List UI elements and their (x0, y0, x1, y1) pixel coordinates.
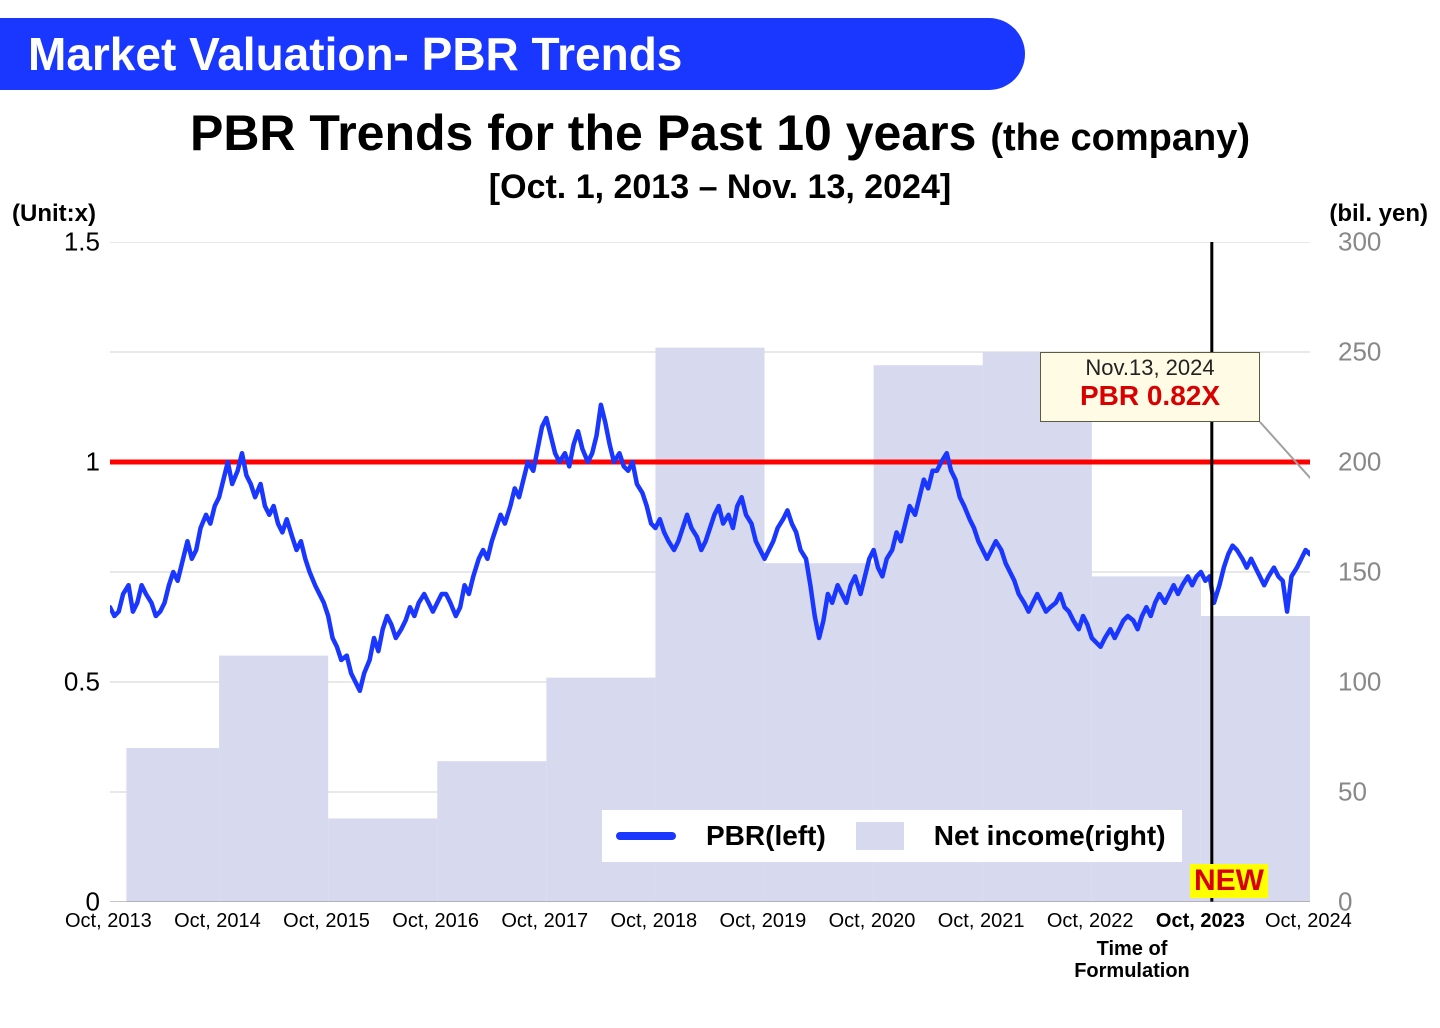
xtick-label: Oct, 2015 (283, 910, 370, 933)
xtick-label: Oct, 2021 (938, 910, 1025, 933)
xtick-label: Oct, 2020 (829, 910, 916, 933)
ytick-right: 200 (1338, 447, 1428, 478)
legend-ni-label: Net income(right) (934, 820, 1166, 852)
subtitle: PBR Trends for the Past 10 years (the co… (0, 104, 1440, 162)
tof-line2: Formulation (1074, 960, 1190, 982)
xtick-label: Oct, 2017 (501, 910, 588, 933)
left-axis-unit: (Unit:x) (12, 200, 96, 228)
ytick-left: 1.5 (10, 227, 100, 258)
legend: PBR(left) Net income(right) (602, 810, 1182, 862)
date-range: [Oct. 1, 2013 – Nov. 13, 2024] (0, 168, 1440, 207)
right-axis-unit: (bil. yen) (1329, 200, 1428, 228)
callout-box: Nov.13, 2024 PBR 0.82X (1040, 352, 1260, 422)
ytick-right: 250 (1338, 337, 1428, 368)
chart-svg (110, 242, 1310, 902)
xtick-label: Oct, 2018 (610, 910, 697, 933)
ytick-left: 0.5 (10, 667, 100, 698)
chart-area (110, 242, 1310, 902)
xtick-label: Oct, 2024 (1265, 910, 1352, 933)
legend-pbr-label: PBR(left) (706, 820, 826, 852)
legend-line-swatch (616, 832, 676, 840)
time-of-formulation: Time of Formulation (1042, 938, 1222, 982)
ytick-right: 50 (1338, 777, 1428, 808)
legend-bar-swatch (856, 822, 904, 850)
xtick-label: Oct, 2016 (392, 910, 479, 933)
xtick-label: Oct, 2013 (65, 910, 152, 933)
xtick-label: Oct, 2014 (174, 910, 261, 933)
title-bar: Market Valuation- PBR Trends (0, 18, 1025, 90)
tof-line1: Time of (1097, 938, 1168, 960)
ytick-right: 100 (1338, 667, 1428, 698)
title-text: Market Valuation- PBR Trends (28, 27, 682, 81)
page: Market Valuation- PBR Trends PBR Trends … (0, 0, 1440, 1028)
ytick-left: 1 (10, 447, 100, 478)
ytick-right: 300 (1338, 227, 1428, 258)
callout-date: Nov.13, 2024 (1041, 355, 1259, 381)
subtitle-main: PBR Trends for the Past 10 years (190, 105, 976, 161)
xtick-label: Oct, 2019 (720, 910, 807, 933)
callout-value: PBR 0.82X (1041, 381, 1259, 412)
xtick-label: Oct, 2023 (1156, 910, 1245, 933)
ytick-right: 150 (1338, 557, 1428, 588)
xtick-label: Oct, 2022 (1047, 910, 1134, 933)
new-badge: NEW (1190, 864, 1268, 898)
subtitle-paren: (the company) (990, 117, 1250, 159)
